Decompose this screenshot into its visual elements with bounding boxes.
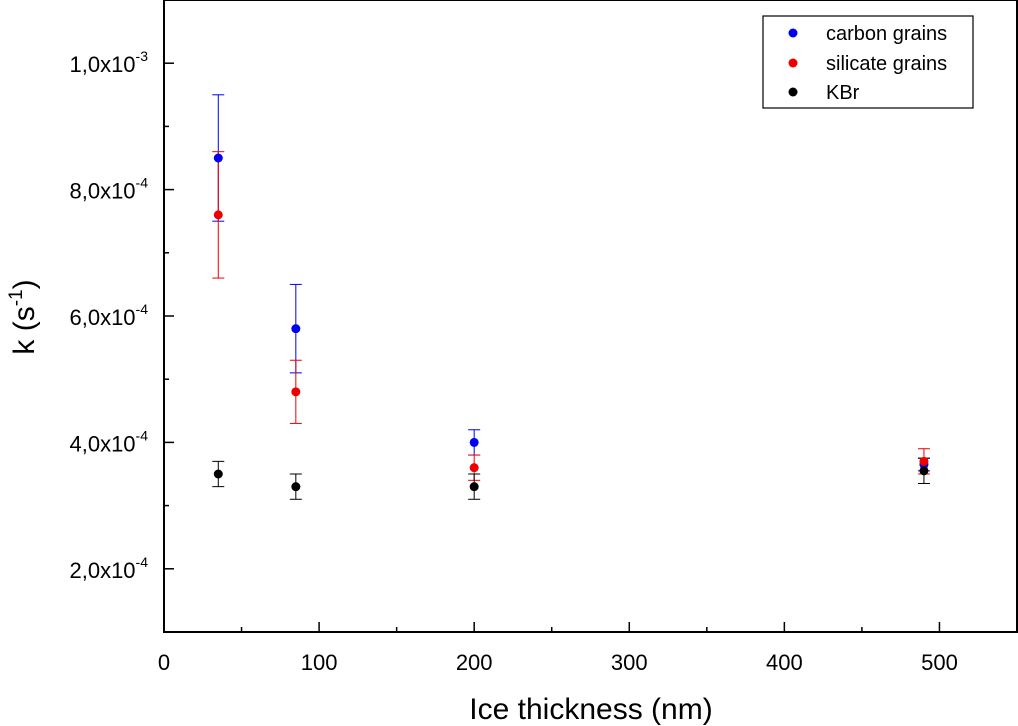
y-tick-label-2: 6,0x10-4 [69,301,148,330]
legend-marker-kbr [788,87,798,97]
y-axis-title-close: ) [8,279,41,289]
silicate-grains-point-2 [469,463,479,473]
y-tick-label-3: 8,0x10-4 [69,175,148,204]
silicate-grains-point-1 [291,387,301,397]
carbon-grains-point-0 [213,153,223,163]
kbr-point-3 [919,466,929,476]
x-tick-label-500: 500 [921,650,958,675]
x-tick-label-0: 0 [158,650,170,675]
carbon-grains-point-2 [469,437,479,447]
y-tick-mantissa: 1,0x10 [69,52,135,77]
axis-ticks: 0 100 200 300 400 5002,0x10-44,0x10-46,0x10-4… [69,48,957,675]
y-tick-mantissa: 8,0x10 [69,179,135,204]
legend-box [762,15,974,109]
legend-label-carbon-grains: carbon grains [826,23,947,45]
x-tick-label-100: 100 [301,650,338,675]
y-tick-mantissa: 2,0x10 [69,558,135,583]
legend-marker-carbon-grains [788,28,798,38]
kbr-point-0 [213,469,223,479]
legend-label-silicate-grains: silicate grains [826,53,947,75]
y-tick-exponent: -4 [136,175,149,191]
y-tick-mantissa: 6,0x10 [69,305,135,330]
data-points [213,153,929,492]
y-tick-exponent: -4 [136,301,149,317]
carbon-grains-point-1 [291,324,301,334]
error-bars [212,94,930,500]
kbr-point-1 [291,482,301,492]
y-tick-exponent: -4 [136,554,149,570]
y-tick-label-1: 4,0x10-4 [69,427,148,456]
legend: carbon grains silicate grains KBr [762,15,974,109]
legend-label-kbr: KBr [826,82,860,104]
silicate-grains-point-0 [213,210,223,220]
x-tick-label-400: 400 [766,650,803,675]
y-tick-label-0: 2,0x10-4 [69,554,148,583]
y-tick-label-4: 1,0x10-3 [69,48,148,77]
y-axis-title: k (s-1) [6,279,41,354]
x-axis-title: Ice thickness (nm) [469,693,712,726]
x-tick-label-300: 300 [611,650,648,675]
y-axis-title-exponent: -1 [6,289,27,306]
y-axis-title-base: k (s [8,306,41,354]
y-tick-mantissa: 4,0x10 [69,431,135,456]
legend-marker-silicate-grains [788,58,798,68]
y-tick-exponent: -4 [136,427,149,443]
y-tick-exponent: -3 [136,48,149,64]
kbr-point-2 [469,482,479,492]
x-tick-label-200: 200 [456,650,493,675]
silicate-grains-point-3 [919,456,929,466]
